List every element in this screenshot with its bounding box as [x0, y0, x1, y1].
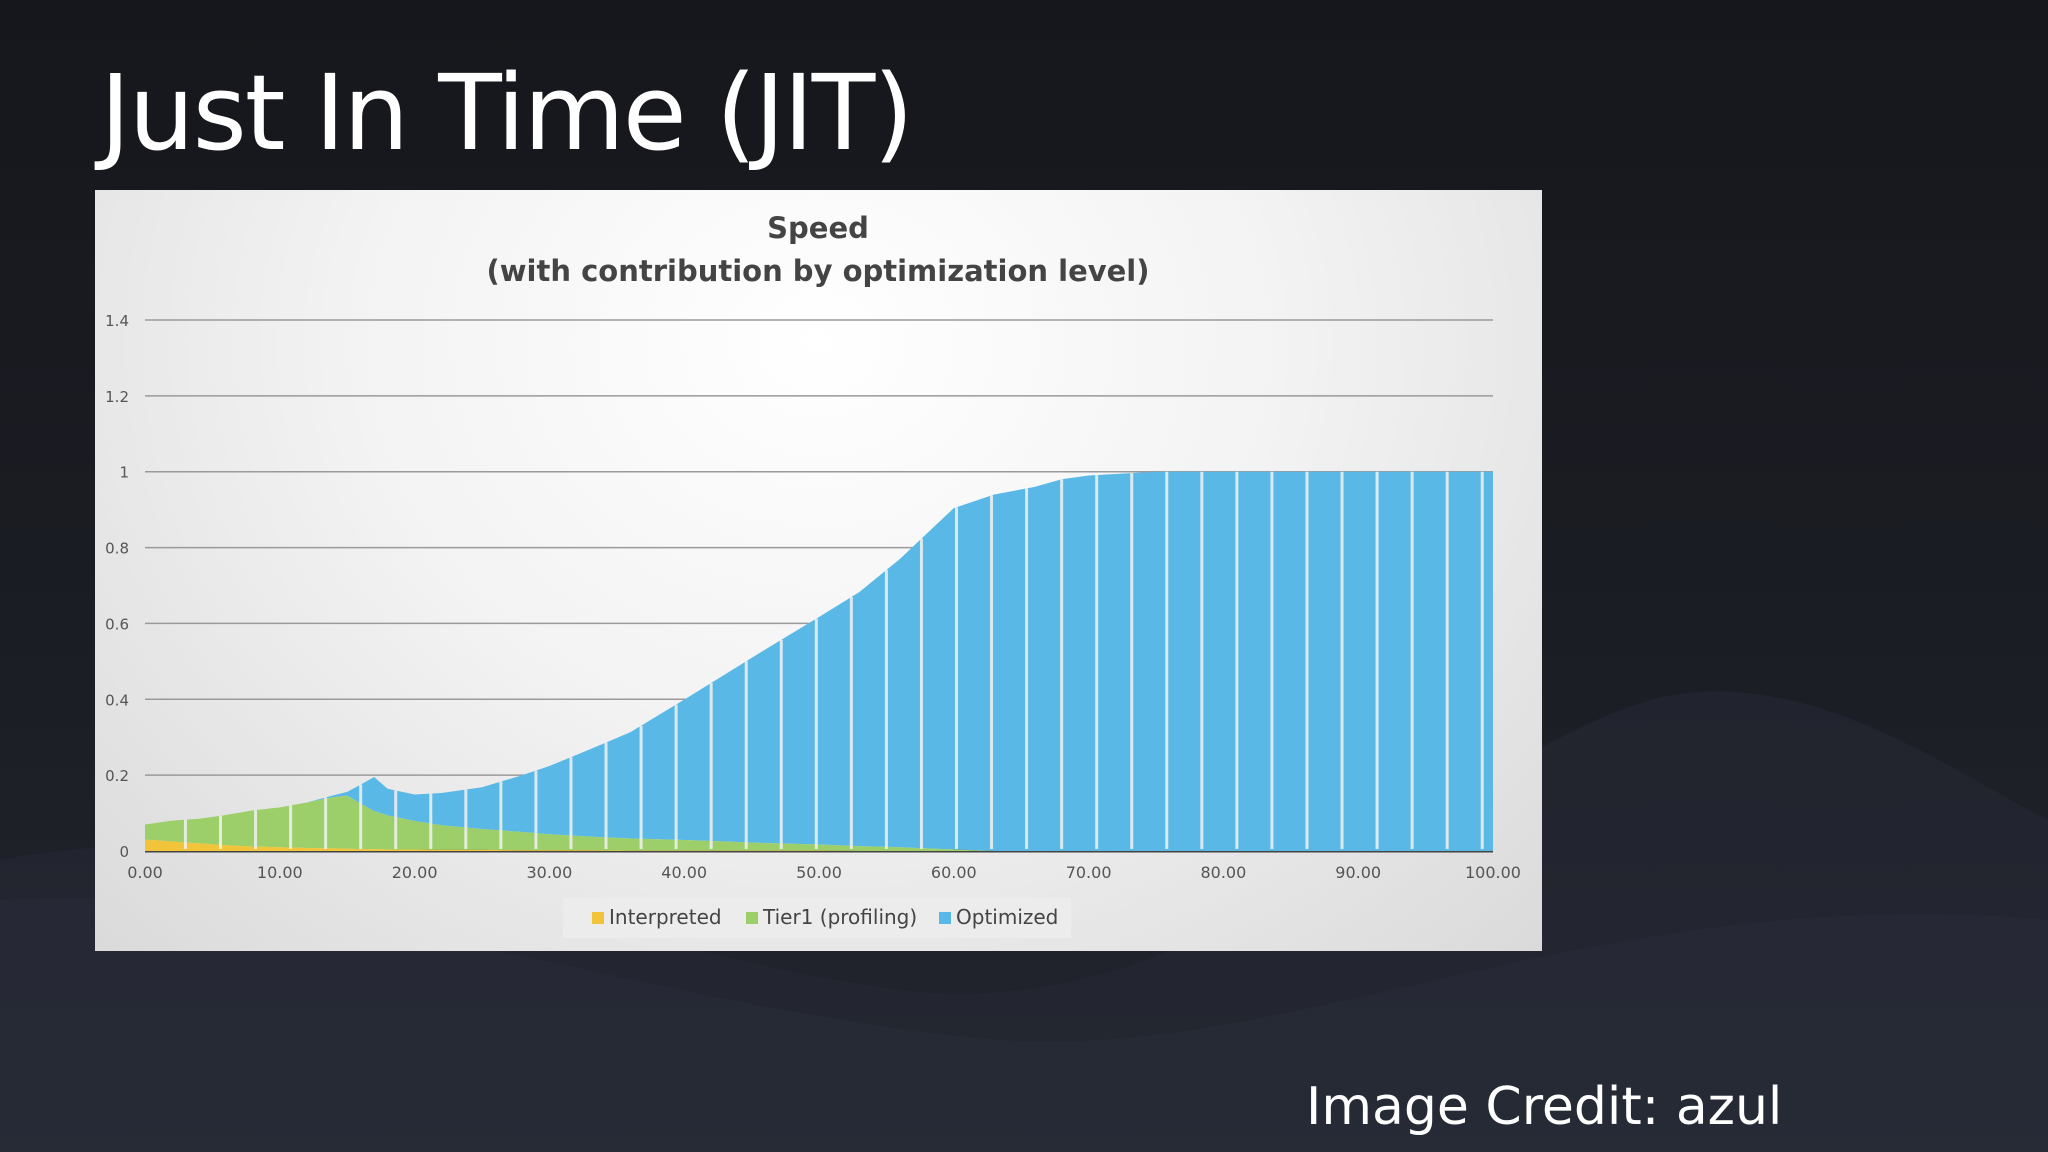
x-tick-label: 60.00	[931, 863, 977, 882]
x-tick-label: 30.00	[526, 863, 572, 882]
x-tick-label: 0.00	[127, 863, 163, 882]
y-tick-label: 0.4	[105, 691, 129, 709]
legend-box	[563, 898, 1071, 938]
y-tick-label: 0	[119, 843, 129, 861]
x-tick-label: 40.00	[661, 863, 707, 882]
image-credit: Image Credit: azul	[1306, 1077, 1783, 1137]
data-areas	[145, 471, 1493, 851]
y-axis-ticks: 0 0.2 0.4 0.6 0.8 1 1.2 1.4	[105, 312, 129, 861]
x-axis-ticks: 0.00 10.00 20.00 30.00 40.00 50.00 60.00 70.00 8…	[127, 863, 1521, 882]
legend-swatch	[746, 912, 758, 924]
y-tick-label: 0.6	[105, 615, 129, 633]
slide-title: Just In Time (JIT)	[100, 52, 914, 174]
y-tick-label: 0.2	[105, 767, 129, 785]
legend-label: Interpreted	[609, 905, 722, 929]
legend-swatch	[939, 912, 951, 924]
x-tick-label: 90.00	[1335, 863, 1381, 882]
y-tick-label: 1.2	[105, 388, 129, 406]
series-interpreted-area	[145, 839, 1493, 851]
chart-subtitle: (with contribution by optimization level…	[486, 254, 1149, 288]
sample-gaps	[183, 471, 1484, 849]
x-tick-label: 70.00	[1066, 863, 1112, 882]
legend-swatch	[592, 912, 604, 924]
x-tick-label: 80.00	[1200, 863, 1246, 882]
y-tick-label: 1	[119, 464, 129, 482]
series-tier1-area	[145, 795, 1493, 851]
x-tick-label: 20.00	[392, 863, 438, 882]
speed-chart: Speed (with contribution by optimization…	[105, 211, 1521, 938]
chart-title: Speed	[767, 211, 869, 245]
x-tick-label: 50.00	[796, 863, 842, 882]
y-tick-label: 1.4	[105, 312, 129, 330]
x-tick-label: 10.00	[257, 863, 303, 882]
legend-label: Optimized	[956, 905, 1058, 929]
chart-card: Speed (with contribution by optimization…	[95, 190, 1542, 951]
y-tick-label: 0.8	[105, 540, 129, 558]
x-tick-label: 100.00	[1465, 863, 1521, 882]
series-optimized-area	[145, 471, 1493, 851]
legend: Interpreted Tier1 (profiling) Optimized	[563, 898, 1071, 938]
legend-label: Tier1 (profiling)	[762, 905, 917, 929]
